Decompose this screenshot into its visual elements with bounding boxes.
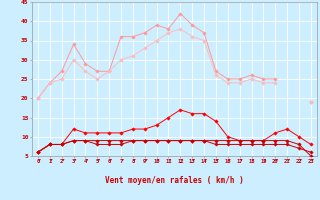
X-axis label: Vent moyen/en rafales ( km/h ): Vent moyen/en rafales ( km/h ): [105, 176, 244, 185]
